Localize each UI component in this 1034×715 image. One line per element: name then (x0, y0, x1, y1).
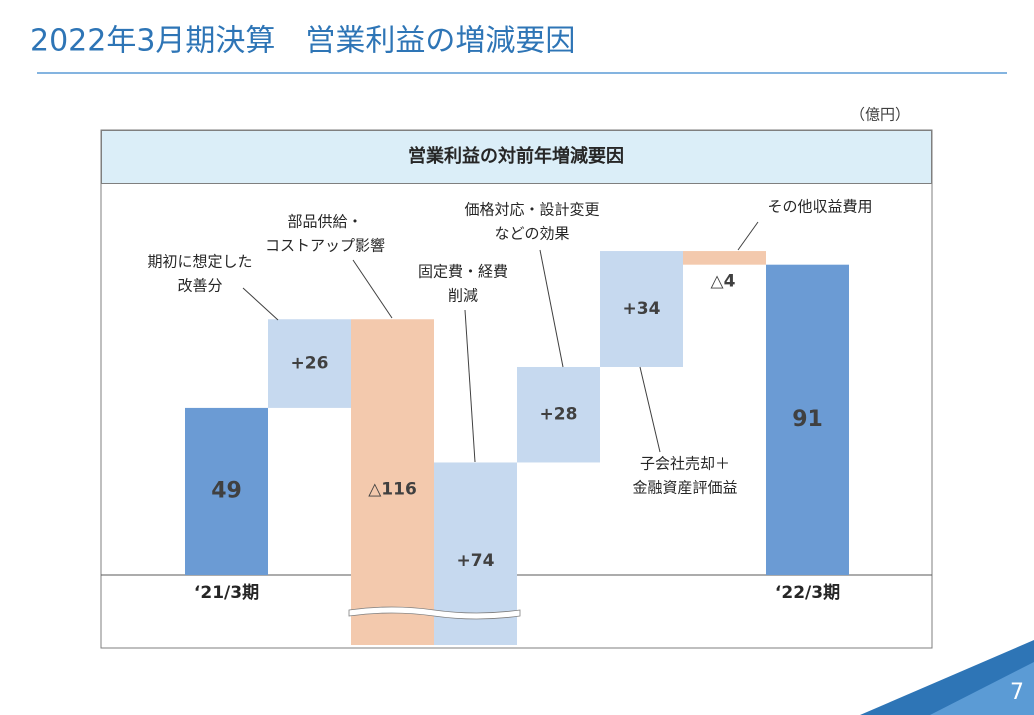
x-tick-label: ‘22/3期 (775, 583, 840, 603)
leader-line (464, 309, 476, 463)
value-label: +28 (540, 405, 578, 425)
bar (600, 251, 683, 367)
annotation: 期初に想定した (147, 253, 252, 271)
leader-line (539, 249, 564, 368)
chart-subtitle: 営業利益の対前年増減要因 (408, 145, 624, 167)
page-number: 7 (1010, 680, 1024, 705)
bar (766, 264, 849, 575)
x-tick-label: ‘21/3期 (194, 583, 259, 603)
bars (185, 251, 849, 645)
bar (185, 407, 268, 575)
bar (683, 251, 766, 265)
leader-line (737, 221, 759, 251)
annotation: などの効果 (494, 225, 569, 243)
leader-line (352, 259, 393, 319)
annotation: 金融資産評価益 (632, 479, 737, 497)
annotation: 価格対応・設計変更 (464, 201, 599, 219)
value-label: △116 (368, 480, 417, 500)
annotation: その他収益費用 (767, 198, 872, 216)
unit-label: （億円） (850, 106, 910, 124)
value-label: 49 (211, 478, 242, 503)
value-label: +34 (623, 299, 661, 319)
annotation: 固定費・経費 (418, 263, 508, 281)
annotation: 削減 (448, 287, 478, 305)
value-label: +74 (457, 551, 495, 571)
bar (517, 366, 600, 463)
value-label: 91 (792, 407, 823, 432)
chart-header (101, 130, 932, 184)
annotation: 子会社売却＋ (640, 455, 730, 473)
leader-line (242, 287, 279, 321)
value-label: +26 (291, 354, 329, 374)
value-label: △4 (711, 272, 736, 292)
bar (268, 319, 351, 408)
leader-line (639, 366, 661, 453)
corner-decoration (930, 662, 1034, 715)
bar (434, 462, 517, 645)
bar (351, 319, 434, 645)
slide-title: 2022年3月期決算 営業利益の増減要因 (30, 24, 575, 59)
annotation: 部品供給・ (287, 213, 362, 231)
axis-break (348, 606, 521, 620)
annotation: コストアップ影響 (265, 237, 385, 255)
annotation: 改善分 (177, 277, 222, 295)
